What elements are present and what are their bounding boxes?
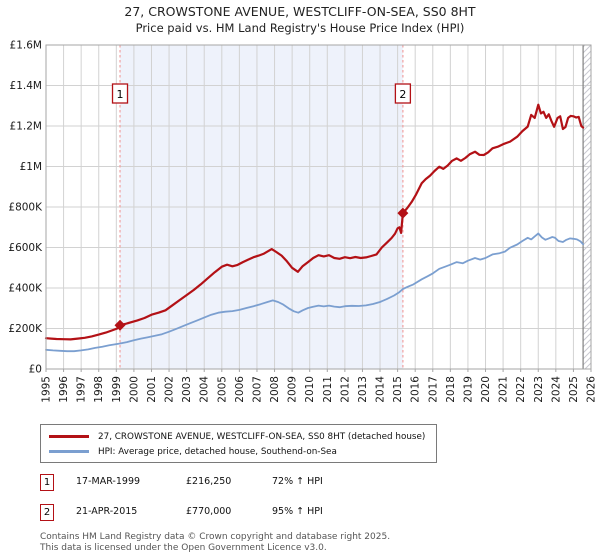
x-tick-label: 2013	[357, 376, 369, 403]
sale-2-date: 21-APR-2015	[76, 506, 138, 517]
x-tick-label: 2023	[533, 376, 545, 403]
page-subtitle: Price paid vs. HM Land Registry's House …	[135, 21, 465, 35]
legend-swatch-property-line	[49, 435, 89, 438]
legend-label-hpi: HPI: Average price, detached house, Sout…	[98, 446, 337, 457]
y-tick-label: £1.4M	[10, 80, 42, 92]
x-tick-label: 1999	[111, 376, 123, 403]
series-line-hpi	[45, 232, 584, 353]
x-tick-label: 2000	[128, 376, 140, 403]
y-tick-label: £1.2M	[10, 121, 42, 133]
sale-row-2: 2 21-APR-2015 £770,000 95% ↑ HPI	[40, 504, 440, 524]
x-tick-label: 1998	[93, 376, 105, 403]
page-title: 27, CROWSTONE AVENUE, WESTCLIFF-ON-SEA, …	[124, 4, 476, 19]
sale-number-box	[111, 83, 129, 104]
license-footer: Contains HM Land Registry data © Crown c…	[40, 532, 390, 553]
legend-label-property: 27, CROWSTONE AVENUE, WESTCLIFF-ON-SEA, …	[98, 431, 426, 442]
sale-row-1: 1 17-MAR-1999 £216,250 72% ↑ HPI	[40, 474, 440, 494]
sale-1-date: 17-MAR-1999	[76, 476, 141, 487]
footer-line-2: This data is licensed under the Open Gov…	[40, 542, 327, 553]
x-tick-label: 2025	[568, 376, 580, 403]
sale-number-box-label: 2	[399, 88, 406, 101]
x-tick-label: 2001	[146, 376, 158, 403]
sale-1-number-badge: 1	[40, 474, 54, 491]
x-tick-label: 2007	[251, 376, 263, 403]
x-tick-label: 2022	[515, 376, 527, 403]
sale-2-number-badge: 2	[40, 504, 54, 521]
y-tick-label: £1M	[20, 161, 42, 173]
x-tick-label: 1996	[58, 376, 70, 403]
x-tick-label: 2018	[445, 376, 457, 403]
x-tick-label: 2015	[392, 376, 404, 403]
x-tick-label: 2014	[375, 376, 387, 403]
x-tick-label: 2006	[234, 376, 246, 403]
x-tick-label: 2017	[427, 376, 439, 403]
x-tick-label: 2008	[269, 376, 281, 403]
legend-swatch-hpi-line	[49, 450, 89, 453]
x-tick-label: 2009	[287, 376, 299, 403]
x-tick-label: 2002	[164, 376, 176, 403]
y-tick-label: £200K	[8, 323, 43, 335]
x-tick-label: 2026	[586, 376, 598, 403]
future-hatched-region	[583, 45, 591, 369]
series-line-property	[44, 103, 585, 341]
y-tick-label: £400K	[8, 283, 43, 295]
x-tick-label: 2016	[410, 376, 422, 403]
sale-marker-diamond	[397, 207, 409, 219]
x-tick-label: 2005	[216, 376, 228, 403]
sale-1-hpi-delta: 72% ↑ HPI	[272, 476, 323, 487]
x-tick-label: 2021	[498, 376, 510, 403]
sale-number-box-label: 1	[117, 88, 124, 101]
legend-item-hpi: HPI: Average price, detached house, Sout…	[49, 444, 428, 459]
y-tick-label: £0	[29, 364, 42, 376]
sale-marker-diamond	[114, 319, 126, 331]
x-tick-label: 1997	[76, 376, 88, 403]
x-tick-label: 2012	[339, 376, 351, 403]
legend-item-property: 27, CROWSTONE AVENUE, WESTCLIFF-ON-SEA, …	[49, 429, 428, 444]
y-tick-label: £800K	[8, 202, 43, 214]
sale-number-box	[394, 83, 412, 104]
plot-border	[45, 44, 592, 370]
x-tick-label: 2010	[304, 376, 316, 403]
x-tick-label: 1995	[41, 376, 53, 403]
x-tick-label: 2004	[199, 376, 211, 403]
price-history-chart: 1995 1996 1997 1998 1999 2000 2001 2002 2003 2004…	[8, 40, 598, 403]
chart-legend: 27, CROWSTONE AVENUE, WESTCLIFF-ON-SEA, …	[40, 424, 437, 463]
x-tick-label: 2020	[480, 376, 492, 403]
footer-line-1: Contains HM Land Registry data © Crown c…	[40, 532, 391, 542]
sale-2-hpi-delta: 95% ↑ HPI	[272, 506, 323, 517]
x-tick-label: 2024	[550, 376, 562, 403]
sale-1-price: £216,250	[186, 476, 232, 487]
x-tick-label: 2019	[462, 376, 474, 403]
y-tick-label: £600K	[8, 242, 43, 254]
x-tick-label: 2011	[322, 376, 334, 403]
sale-2-price: £770,000	[186, 506, 232, 517]
y-tick-label: £1.6M	[10, 40, 42, 52]
x-tick-label: 2003	[181, 376, 193, 403]
